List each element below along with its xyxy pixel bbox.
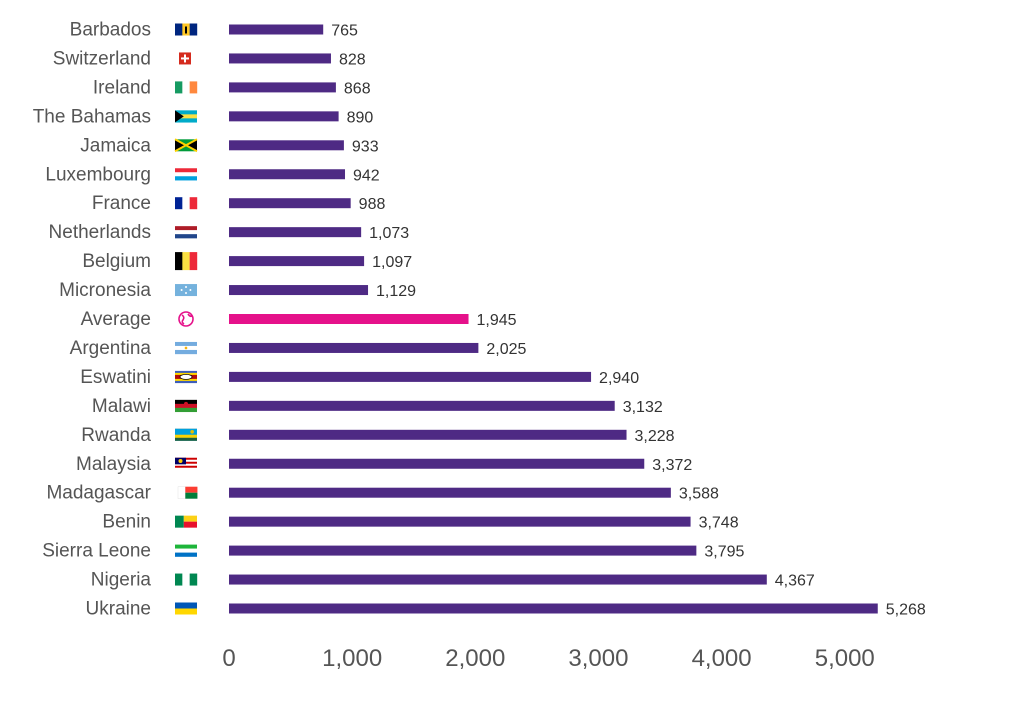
value-label-jamaica: 933 xyxy=(352,138,379,155)
rwanda-flag-icon xyxy=(175,428,197,441)
value-label-sierra-leone: 3,795 xyxy=(704,544,744,561)
bar-switzerland xyxy=(229,53,331,64)
bar-france xyxy=(229,198,351,209)
switzerland-flag-icon xyxy=(179,52,191,65)
luxembourg-flag-icon xyxy=(175,168,197,181)
x-tick-label: 3,000 xyxy=(568,645,628,672)
category-label-eswatini: Eswatini xyxy=(80,367,151,388)
x-tick-label: 2,000 xyxy=(445,645,505,672)
value-label-the-bahamas: 890 xyxy=(347,109,374,126)
value-label-france: 988 xyxy=(359,196,386,213)
value-label-eswatini: 2,940 xyxy=(599,370,639,387)
bar-nigeria xyxy=(229,574,767,585)
category-label-benin: Benin xyxy=(102,512,151,533)
category-label-rwanda: Rwanda xyxy=(81,425,151,446)
category-label-ireland: Ireland xyxy=(93,77,151,98)
category-label-micronesia: Micronesia xyxy=(59,280,151,301)
category-labels: Barbados Switzerland Ireland The Bahamas Jam… xyxy=(33,20,152,620)
value-label-luxembourg: 942 xyxy=(353,167,380,184)
value-label-ukraine: 5,268 xyxy=(886,602,926,619)
bar-ireland xyxy=(229,82,336,93)
bar-argentina xyxy=(229,342,479,353)
bar-sierra-leone xyxy=(229,545,697,556)
ukraine-flag-icon xyxy=(175,602,197,615)
x-tick-label: 0 xyxy=(222,645,235,672)
value-label-malaysia: 3,372 xyxy=(652,457,692,474)
bar-rwanda xyxy=(229,429,627,440)
category-label-madagascar: Madagascar xyxy=(46,483,151,504)
value-label-switzerland: 828 xyxy=(339,51,366,68)
value-label-average: 1,945 xyxy=(477,312,517,329)
bar-netherlands xyxy=(229,227,362,238)
x-tick-label: 5,000 xyxy=(815,645,875,672)
category-label-argentina: Argentina xyxy=(70,338,152,359)
bar-luxembourg xyxy=(229,169,346,180)
bars xyxy=(229,24,878,614)
category-label-france: France xyxy=(92,193,151,214)
category-label-barbados: Barbados xyxy=(70,20,151,41)
bar-benin xyxy=(229,516,691,527)
sierra-leone-flag-icon xyxy=(175,544,197,557)
netherlands-flag-icon xyxy=(175,226,197,239)
category-label-nigeria: Nigeria xyxy=(91,570,152,591)
category-label-netherlands: Netherlands xyxy=(49,222,151,243)
category-label-ukraine: Ukraine xyxy=(86,599,151,620)
benin-flag-icon xyxy=(175,515,197,528)
bar-micronesia xyxy=(229,285,369,296)
barbados-flag-icon xyxy=(175,23,198,36)
x-tick-label: 1,000 xyxy=(322,645,382,672)
bahamas-flag-icon xyxy=(175,110,197,123)
value-label-nigeria: 4,367 xyxy=(775,573,815,590)
category-label-the-bahamas: The Bahamas xyxy=(33,106,151,127)
malaysia-flag-icon xyxy=(175,457,197,470)
value-label-benin: 3,748 xyxy=(699,515,739,532)
x-axis-ticks: 0 1,000 2,000 3,000 4,000 5,000 xyxy=(222,645,874,672)
value-label-belgium: 1,097 xyxy=(372,254,412,271)
argentina-flag-icon xyxy=(175,341,197,355)
madagascar-flag-icon xyxy=(177,486,198,499)
value-label-netherlands: 1,073 xyxy=(369,225,409,242)
ireland-flag-icon xyxy=(175,81,198,94)
x-tick-label: 4,000 xyxy=(692,645,752,672)
value-label-barbados: 765 xyxy=(331,23,358,40)
category-label-jamaica: Jamaica xyxy=(80,135,151,156)
flag-icons xyxy=(174,23,198,615)
bar-madagascar xyxy=(229,487,671,498)
bar-malaysia xyxy=(229,458,645,469)
category-label-belgium: Belgium xyxy=(82,251,151,272)
globe-icon xyxy=(178,311,194,327)
belgium-flag-icon xyxy=(175,252,198,271)
malawi-flag-icon xyxy=(175,399,197,413)
france-flag-icon xyxy=(175,197,198,210)
micronesia-flag-icon xyxy=(175,284,197,297)
nigeria-flag-icon xyxy=(175,573,198,586)
category-label-malawi: Malawi xyxy=(92,396,151,417)
category-label-average: Average xyxy=(81,309,151,330)
value-label-ireland: 868 xyxy=(344,80,371,97)
bar-eswatini xyxy=(229,371,592,382)
value-labels: 765 828 868 890 933 942 988 1,073 1,097 1,129 1,94… xyxy=(331,23,926,619)
bar-ukraine xyxy=(229,603,878,614)
value-label-malawi: 3,132 xyxy=(623,399,663,416)
bar-average xyxy=(229,314,469,324)
value-label-argentina: 2,025 xyxy=(486,341,526,358)
category-label-sierra-leone: Sierra Leone xyxy=(42,541,151,562)
bar-jamaica xyxy=(229,140,344,151)
category-label-malaysia: Malaysia xyxy=(76,454,151,475)
bar-the-bahamas xyxy=(229,111,339,122)
bar-malawi xyxy=(229,400,615,411)
value-label-rwanda: 3,228 xyxy=(635,428,675,445)
bar-barbados xyxy=(229,24,324,35)
value-label-madagascar: 3,588 xyxy=(679,486,719,503)
category-label-luxembourg: Luxembourg xyxy=(45,164,151,185)
category-label-switzerland: Switzerland xyxy=(53,48,151,69)
eswatini-flag-icon xyxy=(175,370,197,384)
jamaica-flag-icon xyxy=(174,138,198,153)
value-label-micronesia: 1,129 xyxy=(376,283,416,300)
bar-belgium xyxy=(229,256,365,267)
